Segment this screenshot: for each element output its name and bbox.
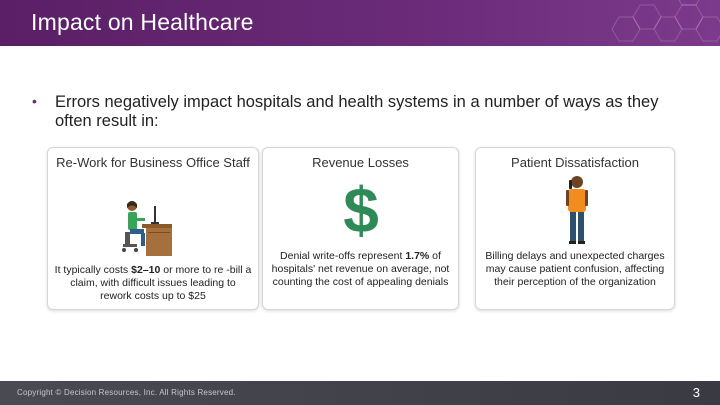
title-bar: Impact on Healthcare (0, 0, 720, 46)
card-body: Billing delays and unexpected charges ma… (482, 250, 668, 289)
card-body: Denial write-offs represent 1.7% of hosp… (269, 250, 452, 289)
card-body-text: or more to re -bill a claim, with diffic… (70, 264, 252, 302)
card-body-highlight: $2–10 (131, 264, 161, 276)
card-revenue-losses: Revenue Losses $ Denial write-offs repre… (262, 147, 459, 310)
card-body-text: Denial write-offs represent (280, 250, 406, 262)
person-on-phone-icon (566, 176, 588, 244)
card-title: Re-Work for Business Office Staff (56, 155, 250, 170)
bullet-marker: • (32, 93, 37, 109)
svg-text:$: $ (343, 178, 379, 240)
card-rework: Re-Work for Business Office Staff It typ… (47, 147, 259, 310)
card-title: Patient Dissatisfaction (511, 155, 639, 170)
page-number: 3 (692, 385, 700, 400)
card-body: It typically costs $2–10 or more to re -… (54, 264, 252, 303)
header-hexagon-pattern (611, 0, 720, 42)
copyright-text: Copyright © Decision Resources, Inc. All… (17, 388, 236, 397)
card-body-highlight: 1.7% (405, 250, 430, 262)
footer-bar: Copyright © Decision Resources, Inc. All… (0, 381, 720, 405)
card-patient-dissatisfaction: Patient Dissatisfaction Billing delays a… (475, 147, 675, 310)
card-body-text: Billing delays and unexpected charges ma… (485, 250, 665, 288)
page-title: Impact on Healthcare (31, 9, 254, 35)
dollar-sign-icon: $ (343, 178, 379, 240)
intro-text: Errors negatively impact hospitals and h… (55, 93, 659, 130)
card-title: Revenue Losses (312, 155, 409, 170)
office-worker-at-desk-icon (122, 201, 172, 256)
card-body-text: It typically costs (54, 264, 132, 276)
card-body-text: of hospitals' net revenue on average, no… (271, 250, 450, 288)
